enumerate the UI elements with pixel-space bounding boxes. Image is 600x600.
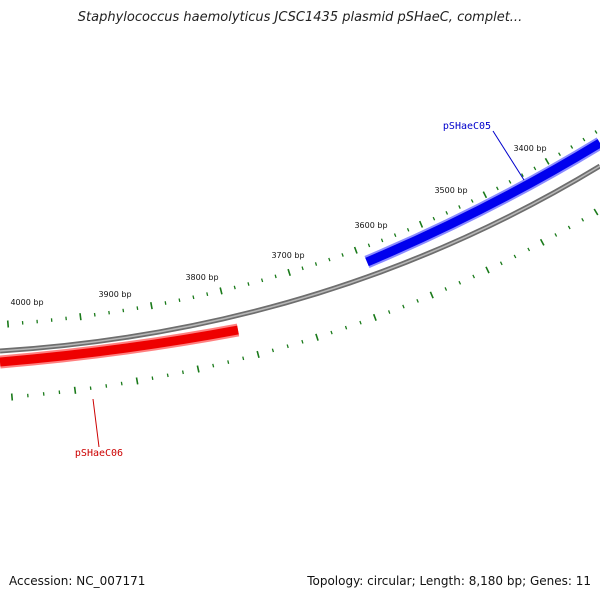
outer-scale-tick (233, 285, 236, 290)
outer-scale-tick (582, 137, 586, 142)
tick-label-4000: 4000 bp (10, 298, 43, 307)
inner-scale-tick (301, 339, 304, 344)
inner-scale-tick (227, 360, 230, 364)
outer-scale-tick (192, 295, 195, 300)
accession-label: Accession: NC_007171 (9, 574, 146, 588)
inner-scale-tick (539, 238, 545, 246)
inner-scale-tick (181, 370, 184, 375)
outer-scale-tick (482, 191, 488, 199)
inner-scale-tick (315, 333, 319, 341)
inner-scale-tick (120, 381, 123, 386)
inner-scale-tick (554, 233, 558, 237)
inner-scale-tick (472, 274, 475, 279)
outer-scale-tick (341, 253, 344, 257)
tick-label-3600: 3600 bp (354, 221, 387, 230)
outer-scale-tick (136, 306, 139, 311)
outer-scale-tick (533, 166, 537, 171)
outer-scale-tick (558, 152, 561, 157)
inner-scale-tick (10, 393, 14, 401)
inner-scale-tick (359, 320, 362, 325)
inner-scale-tick (567, 225, 571, 230)
outer-scale-tick (353, 246, 358, 254)
inner-scale-tick (485, 266, 490, 274)
tick-label-3700: 3700 bp (271, 251, 304, 260)
outer-scale-tick (380, 238, 384, 243)
outer-scale-tick (178, 298, 181, 303)
inner-scale-tick (372, 313, 377, 321)
outer-scale-tick (287, 268, 291, 277)
outer-scale-tick (458, 205, 461, 209)
tick-label-3400: 3400 bp (513, 144, 546, 153)
inner-scale-tick (73, 386, 77, 394)
gene-label-pSHaeC06[interactable]: pSHaeC06 (75, 448, 123, 459)
inner-scale-ticks (10, 208, 599, 401)
inner-scale-tick (581, 217, 585, 222)
inner-scale-tick (387, 310, 391, 314)
outer-scale-tick (406, 227, 410, 232)
gene-label-pSHaeC05[interactable]: pSHaeC05 (443, 121, 491, 132)
inner-scale-tick (105, 384, 108, 388)
tick-label-3500: 3500 bp (434, 186, 467, 195)
gene-pSHaeC05-core (365, 139, 600, 267)
inner-scale-tick (429, 291, 434, 299)
inner-scale-tick (286, 344, 289, 349)
inner-scale-tick (271, 348, 275, 353)
outer-scale-tick (470, 199, 474, 203)
inner-scale-tick (344, 325, 348, 330)
outer-scale-tick (314, 262, 318, 266)
outer-scale-tick (432, 216, 436, 221)
outer-scale-tick (328, 257, 331, 262)
outer-scale-tick (122, 308, 125, 313)
outer-scale-tick (108, 310, 110, 315)
outer-scale-tick (247, 282, 250, 286)
outer-scale-tick (274, 274, 277, 279)
outer-scale-tick (150, 302, 153, 310)
outer-scale-ticks (6, 130, 598, 328)
pSHaeC05-leader-line (492, 130, 525, 181)
map-title: Staphylococcus haemolyticus JCSC1435 pla… (77, 10, 523, 25)
outer-scale-tick (164, 301, 167, 305)
inner-scale-tick (416, 298, 419, 303)
outer-scale-tick (445, 211, 449, 215)
gene-pSHaeC06-core (0, 325, 239, 367)
outer-scale-tick (594, 130, 598, 134)
backbone-ring-highlight (0, 165, 600, 352)
inner-scale-tick (444, 287, 448, 291)
inner-scale-tick (135, 377, 139, 385)
inner-scale-tick (458, 280, 462, 285)
tick-label-3900: 3900 bp (98, 290, 131, 299)
inner-scale-tick (330, 330, 333, 335)
outer-scale-tick (367, 243, 371, 248)
outer-scale-tick (544, 157, 550, 165)
inner-scale-tick (196, 365, 200, 373)
outer-scale-tick (206, 292, 209, 297)
inner-scale-tick (242, 356, 245, 361)
inner-scale-tick (499, 261, 503, 266)
inner-scale-tick (212, 363, 215, 368)
pSHaeC06-leader-line (92, 398, 100, 448)
inner-scale-tick (151, 376, 154, 381)
outer-scale-tick (260, 278, 264, 283)
inner-scale-tick (513, 254, 517, 259)
outer-scale-tick (393, 233, 397, 238)
inner-scale-tick (89, 386, 92, 390)
topology-summary: Topology: circular; Length: 8,180 bp; Ge… (307, 574, 591, 588)
outer-scale-tick (496, 186, 499, 191)
outer-scale-tick (570, 145, 574, 149)
outer-scale-tick (219, 287, 223, 295)
outer-scale-tick (6, 320, 10, 328)
outer-scale-tick (93, 312, 96, 317)
outer-scale-tick (508, 179, 512, 184)
inner-scale-tick (593, 208, 599, 216)
outer-scale-tick (418, 220, 424, 228)
tick-label-3800: 3800 bp (185, 273, 218, 282)
outer-scale-tick (521, 173, 524, 177)
outer-scale-tick (301, 266, 304, 271)
inner-scale-tick (166, 373, 169, 378)
outer-scale-tick (79, 313, 82, 321)
inner-scale-tick (256, 350, 260, 359)
inner-scale-tick (402, 304, 405, 309)
inner-scale-tick (527, 247, 531, 252)
